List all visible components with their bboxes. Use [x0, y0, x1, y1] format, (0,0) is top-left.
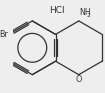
Text: Br: Br [0, 30, 8, 39]
Text: 2: 2 [87, 13, 91, 18]
Text: HCl: HCl [49, 6, 65, 15]
Text: O: O [76, 75, 82, 84]
Text: NH: NH [79, 8, 91, 17]
